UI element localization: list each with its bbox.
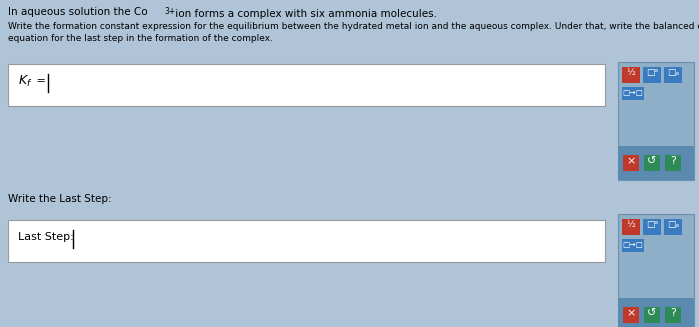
Bar <box>665 155 681 171</box>
Text: 3+: 3+ <box>164 7 175 16</box>
Text: □ₐ: □ₐ <box>667 68 679 77</box>
Text: ×: × <box>626 308 635 318</box>
Text: ×: × <box>626 156 635 166</box>
Bar <box>8 220 605 262</box>
Bar <box>622 239 644 252</box>
Text: ?: ? <box>670 308 676 318</box>
Bar <box>664 67 682 83</box>
Bar <box>623 307 639 323</box>
Text: □→□: □→□ <box>623 240 644 249</box>
Bar <box>618 62 694 180</box>
Bar <box>665 307 681 323</box>
Text: Write the Last Step:: Write the Last Step: <box>8 194 112 204</box>
Bar <box>622 219 640 235</box>
Text: $K_f$: $K_f$ <box>18 74 32 89</box>
Text: □ₐ: □ₐ <box>667 220 679 229</box>
Bar <box>618 146 694 180</box>
Bar <box>623 155 639 171</box>
Bar <box>664 219 682 235</box>
Bar <box>8 64 605 106</box>
Bar <box>622 87 644 100</box>
Text: ½: ½ <box>626 68 635 77</box>
Text: □ᵃ: □ᵃ <box>646 68 658 77</box>
Text: In aqueous solution the Co: In aqueous solution the Co <box>8 7 147 17</box>
Bar <box>644 307 660 323</box>
Text: ½: ½ <box>626 220 635 229</box>
Bar <box>643 67 661 83</box>
Text: ↺: ↺ <box>647 308 656 318</box>
Text: ?: ? <box>670 156 676 166</box>
Bar <box>618 298 694 327</box>
Text: ↺: ↺ <box>647 156 656 166</box>
Text: =: = <box>33 76 50 86</box>
Text: □ᵃ: □ᵃ <box>646 220 658 229</box>
Text: Last Step:: Last Step: <box>18 232 74 242</box>
Text: Write the formation constant expression for the equilibrium between the hydrated: Write the formation constant expression … <box>8 22 699 43</box>
Text: □→□: □→□ <box>623 88 644 97</box>
Text: ion forms a complex with six ammonia molecules.: ion forms a complex with six ammonia mol… <box>172 9 437 19</box>
Bar <box>622 67 640 83</box>
Bar <box>643 219 661 235</box>
Bar <box>618 214 694 327</box>
Bar <box>644 155 660 171</box>
